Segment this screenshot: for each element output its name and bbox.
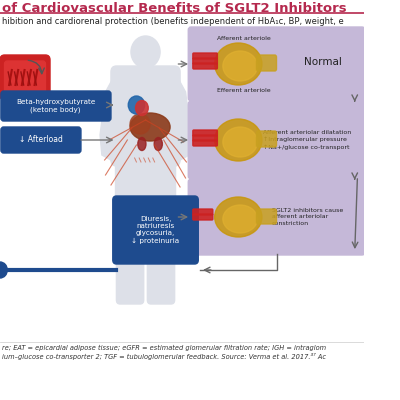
FancyBboxPatch shape	[116, 152, 176, 217]
FancyBboxPatch shape	[256, 55, 276, 71]
Text: Normal: Normal	[304, 57, 342, 67]
Text: Afferent arteriole: Afferent arteriole	[217, 36, 271, 40]
FancyBboxPatch shape	[256, 209, 276, 224]
FancyBboxPatch shape	[1, 91, 111, 121]
Ellipse shape	[223, 51, 258, 81]
Polygon shape	[100, 72, 124, 160]
FancyBboxPatch shape	[188, 101, 365, 179]
Circle shape	[0, 262, 7, 278]
FancyBboxPatch shape	[4, 61, 46, 95]
Ellipse shape	[223, 205, 258, 233]
FancyBboxPatch shape	[193, 58, 217, 64]
FancyBboxPatch shape	[256, 131, 276, 147]
Text: re; EAT = epicardial adipose tissue; eGFR = estimated glomerular filtration rate: re; EAT = epicardial adipose tissue; eGF…	[2, 345, 326, 351]
Polygon shape	[167, 72, 191, 160]
Text: Diuresis,
natriuresis
glycosuria,
↓ proteinuria: Diuresis, natriuresis glycosuria, ↓ prot…	[132, 216, 180, 244]
Circle shape	[131, 36, 160, 68]
Ellipse shape	[138, 138, 146, 150]
FancyBboxPatch shape	[111, 66, 180, 166]
Ellipse shape	[223, 127, 258, 157]
FancyBboxPatch shape	[188, 179, 365, 255]
Ellipse shape	[215, 43, 262, 85]
FancyBboxPatch shape	[140, 57, 151, 75]
Ellipse shape	[136, 100, 148, 116]
FancyBboxPatch shape	[193, 130, 217, 136]
Ellipse shape	[128, 96, 145, 114]
Text: SGLT2 inhibitors cause
afferent arteriolar
constriction: SGLT2 inhibitors cause afferent arteriol…	[272, 208, 343, 226]
FancyBboxPatch shape	[147, 196, 175, 304]
FancyBboxPatch shape	[193, 63, 217, 69]
Text: Afferent arteriolar dilatation
↑Intraglomerular pressure
↑Na+/glucose co-transpo: Afferent arteriolar dilatation ↑Intraglo…	[263, 130, 352, 150]
Text: hibition and cardiorenal protection (benefits independent of HbA₁c, BP, weight, : hibition and cardiorenal protection (ben…	[2, 17, 344, 26]
Ellipse shape	[215, 119, 262, 161]
FancyBboxPatch shape	[193, 209, 213, 215]
FancyBboxPatch shape	[113, 196, 198, 264]
FancyBboxPatch shape	[1, 127, 81, 153]
FancyBboxPatch shape	[193, 53, 217, 59]
FancyBboxPatch shape	[116, 196, 144, 304]
Ellipse shape	[215, 197, 262, 237]
Ellipse shape	[130, 114, 150, 134]
Text: ium–glucose co-transporter 2; TGF = tubuloglomerular feedback. Source: Verma et : ium–glucose co-transporter 2; TGF = tubu…	[2, 353, 326, 360]
FancyBboxPatch shape	[0, 55, 50, 100]
Ellipse shape	[154, 138, 162, 150]
Text: Efferent arteriole: Efferent arteriole	[217, 88, 270, 92]
Text: of Cardiovascular Benefits of SGLT2 Inhibitors: of Cardiovascular Benefits of SGLT2 Inhi…	[2, 2, 346, 15]
FancyBboxPatch shape	[188, 27, 365, 101]
FancyBboxPatch shape	[193, 214, 213, 220]
FancyBboxPatch shape	[193, 135, 217, 141]
Ellipse shape	[130, 113, 170, 141]
Text: Beta-hydroxybutyrate
(ketone body): Beta-hydroxybutyrate (ketone body)	[16, 99, 95, 113]
Text: ↓ Afterload: ↓ Afterload	[19, 136, 63, 144]
FancyBboxPatch shape	[193, 140, 217, 146]
